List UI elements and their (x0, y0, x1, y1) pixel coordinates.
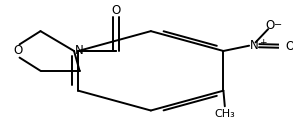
Text: N: N (250, 39, 258, 52)
Text: +: + (259, 38, 266, 47)
Text: O: O (13, 44, 23, 57)
Text: O: O (265, 19, 274, 32)
Text: N: N (75, 44, 84, 57)
Text: O: O (111, 4, 120, 17)
Text: −: − (274, 20, 282, 30)
Text: CH₃: CH₃ (214, 109, 235, 119)
Text: O: O (286, 40, 293, 53)
